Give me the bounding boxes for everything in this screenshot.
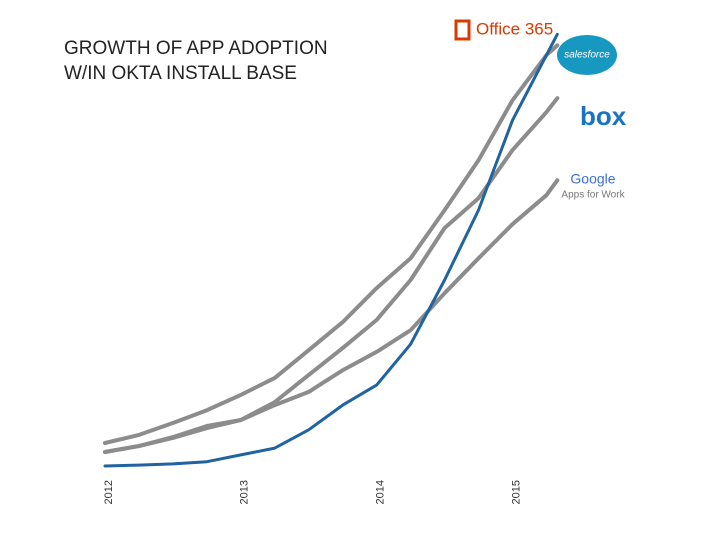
series-line — [103, 178, 560, 454]
series-line — [103, 43, 560, 445]
series-line — [103, 32, 559, 468]
office-icon — [454, 19, 471, 41]
salesforce-cloud — [557, 35, 617, 75]
chart-title: GROWTH OF APP ADOPTION — [64, 38, 328, 59]
legend-label: box — [580, 101, 627, 131]
x-tick-label: 2012 — [103, 480, 115, 504]
legend-sublabel: Apps for Work — [561, 190, 625, 201]
legend-label: Office 365 — [476, 19, 553, 38]
plot-area — [103, 32, 560, 468]
x-tick-label: 2014 — [375, 480, 387, 504]
legend: Google Apps for Work box salesforce Office 3… — [454, 19, 627, 201]
legend-label: salesforce — [564, 50, 610, 61]
legend-label: Google — [570, 171, 615, 187]
x-tick-label: 2013 — [239, 480, 251, 504]
series-line — [103, 96, 560, 454]
x-tick-label: 2015 — [510, 480, 522, 504]
chart-title: W/IN OKTA INSTALL BASE — [64, 63, 297, 84]
